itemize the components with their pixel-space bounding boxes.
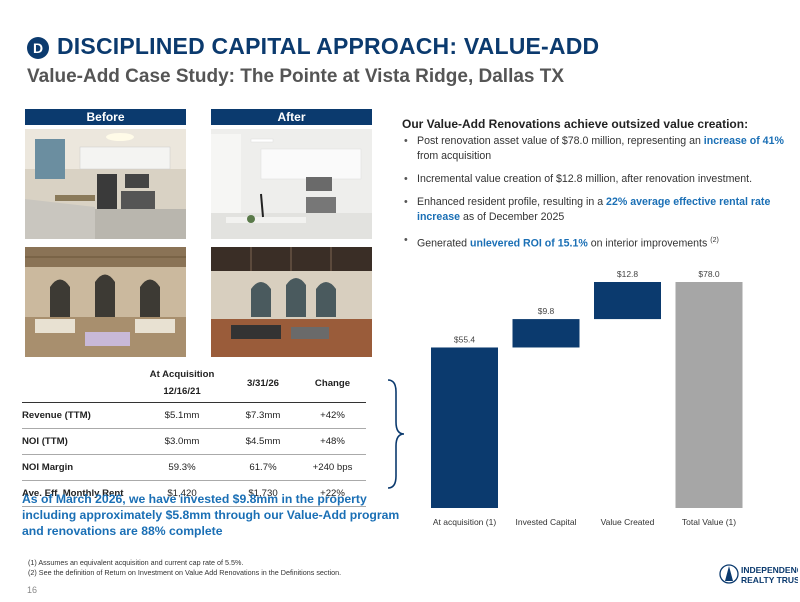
footnote-2: (2) See the definition of Return on Inve…	[28, 568, 342, 577]
table-row: Revenue (TTM) $5.1mm $7.3mm +42%	[22, 402, 366, 429]
page-title: DISCIPLINED CAPITAL APPROACH: VALUE-ADD	[57, 33, 600, 59]
brace-connector	[387, 379, 405, 489]
before-kitchen-photo	[25, 129, 186, 239]
highlights-list: Post renovation asset value of $78.0 mil…	[402, 134, 792, 260]
table-row: NOI (TTM) $3.0mm $4.5mm +48%	[22, 428, 366, 455]
logo-line1: INDEPENDENCE	[741, 565, 798, 575]
after-living-photo	[211, 247, 372, 357]
chart-data-label: $55.4	[454, 334, 476, 344]
bullet-rental-rate: Enhanced resident profile, resulting in …	[402, 195, 792, 225]
chart-data-label: $12.8	[617, 269, 639, 279]
after-kitchen-photo	[211, 129, 372, 239]
col-at-acquisition: At Acquisition 12/16/21	[137, 364, 227, 403]
bullet-asset-value: Post renovation asset value of $78.0 mil…	[402, 134, 792, 164]
company-logo: INDEPENDENCE REALTY TRUST	[718, 558, 800, 593]
footnote-1: (1) Assumes an equivalent acquisition an…	[28, 558, 244, 567]
value-waterfall-chart: $55.4 $9.8 $12.8 $78.0 At acquisition (1) In…	[431, 269, 743, 527]
chart-bar	[431, 347, 498, 508]
logo-line2: REALTY TRUST	[741, 575, 798, 585]
col-current: 3/31/26	[227, 364, 299, 403]
page-number: 16	[27, 585, 38, 595]
chart-data-label: $78.0	[698, 269, 720, 279]
chart-category-label: Value Created	[601, 517, 655, 527]
investment-note: As of March 2026, we have invested $9.8m…	[22, 492, 400, 538]
highlights-heading: Our Value-Add Renovations achieve outsiz…	[402, 117, 749, 131]
after-label: After	[211, 109, 372, 125]
chart-data-label: $9.8	[538, 306, 555, 316]
chart-bar	[675, 282, 743, 508]
table-row: Ave. Eff. Monthly Rent $1,420 $1,730 +22%	[22, 480, 366, 507]
table-header-row: At Acquisition 12/16/21 3/31/26 Change	[22, 364, 366, 403]
before-label: Before	[25, 109, 186, 125]
before-living-photo	[25, 247, 186, 357]
financials-table: At Acquisition 12/16/21 3/31/26 Change Re…	[22, 364, 366, 507]
table-row: NOI Margin 59.3% 61.7% +240 bps	[22, 454, 366, 481]
chart-category-label: At acquisition (1)	[433, 517, 496, 527]
chart-bar	[512, 319, 580, 348]
chart-bar	[594, 282, 661, 320]
chart-category-label: Invested Capital	[516, 517, 577, 527]
bullet-value-creation: Incremental value creation of $12.8 mill…	[402, 172, 792, 187]
section-badge: D	[27, 37, 49, 59]
col-change: Change	[299, 364, 366, 403]
page-subtitle: Value-Add Case Study: The Pointe at Vist…	[27, 66, 565, 87]
chart-category-label: Total Value (1)	[682, 517, 736, 527]
bullet-roi: Generated unlevered ROI of 15.1% on inte…	[402, 233, 792, 252]
